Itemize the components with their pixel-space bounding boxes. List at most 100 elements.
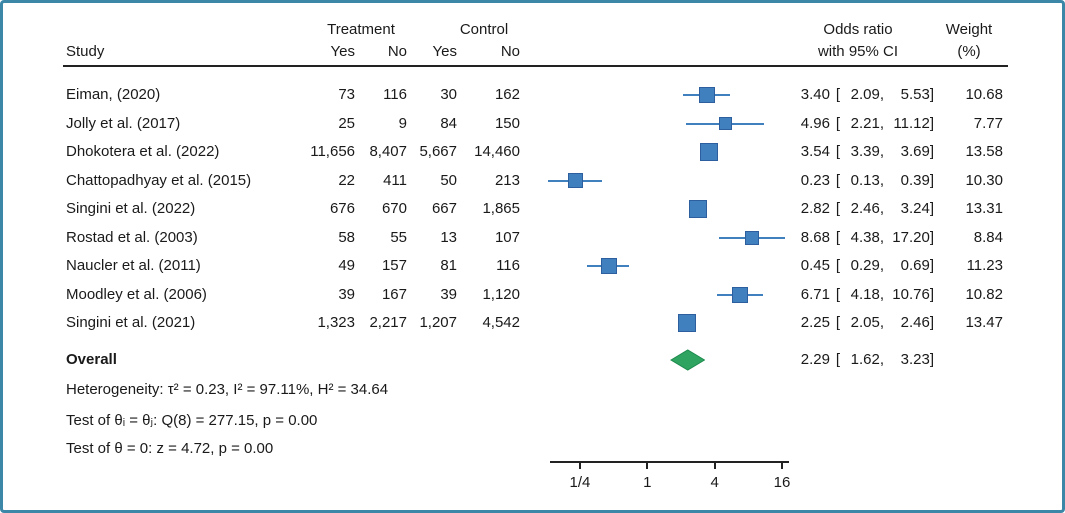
study-name: Singini et al. (2021) xyxy=(66,314,196,331)
treatment-no-value: 55 xyxy=(390,228,407,246)
weight-value: 13.58 xyxy=(965,143,1003,160)
study-row: Jolly et al. (2017) 25 9 84 150 4.96 [2.2… xyxy=(3,110,1062,138)
ci-low-value: 0.29, xyxy=(850,257,884,274)
weight-value: 10.68 xyxy=(965,86,1003,103)
ci-low-value: 4.18, xyxy=(850,285,884,303)
control-yes-value: 667 xyxy=(431,200,457,217)
control-yes-value: 5,667 xyxy=(419,143,457,160)
ci-open-bracket: [ xyxy=(835,171,840,189)
weight-value: 11.23 xyxy=(966,257,1003,274)
homogeneity-test: Test of θᵢ = θⱼ: Q(8) = 277.15, p = 0.00 xyxy=(66,412,318,429)
or-value: 6.71 xyxy=(800,285,830,303)
control-group-header: Control xyxy=(459,21,509,38)
study-row: Singini et al. (2021) 1,323 2,217 1,207 … xyxy=(3,309,1062,337)
study-row: Rostad et al. (2003) 58 55 13 107 8.68 [4… xyxy=(3,224,1062,252)
control-yes-value: 13 xyxy=(440,228,457,246)
study-row: Singini et al. (2022) 676 670 667 1,865 … xyxy=(3,195,1062,223)
header-divider xyxy=(63,65,1008,67)
treatment-group-header: Treatment xyxy=(327,21,395,38)
or-value: 0.23 xyxy=(800,171,830,189)
or-value: 2.82 xyxy=(800,200,830,217)
overall-diamond xyxy=(669,349,706,371)
treatment-no-value: 670 xyxy=(381,200,407,217)
control-no-value: 213 xyxy=(494,171,520,189)
control-no-value: 116 xyxy=(496,257,520,274)
ci-open-bracket: [ xyxy=(835,86,840,103)
weight-value: 10.30 xyxy=(965,171,1003,189)
study-name: Naucler et al. (2011) xyxy=(66,257,201,274)
treatment-no-value: 8,407 xyxy=(369,143,407,160)
treatment-no-header: No xyxy=(387,43,407,60)
axis-tick xyxy=(578,463,581,469)
treatment-yes-header: Yes xyxy=(330,43,355,60)
treatment-yes-value: 1,323 xyxy=(317,314,355,331)
control-no-value: 14,460 xyxy=(474,143,520,160)
or-value: 3.54 xyxy=(800,143,830,160)
overall-or-value: 2.29 xyxy=(800,351,830,368)
overall-label: Overall xyxy=(66,351,117,368)
study-row: Naucler et al. (2011) 49 157 81 116 0.45… xyxy=(3,252,1062,280)
study-name: Chattopadhyay et al. (2015) xyxy=(66,171,252,189)
control-yes-value: 30 xyxy=(440,86,457,103)
overall-ci-low: 1.62, xyxy=(850,351,884,368)
effect-square xyxy=(677,314,696,332)
axis-tick xyxy=(780,463,783,469)
effect-square xyxy=(699,143,718,161)
effect-square xyxy=(600,258,617,274)
or-ci-text: 0.45 [0.29, 0.69] xyxy=(796,257,934,275)
study-name: Eiman, (2020) xyxy=(66,86,161,103)
ci-low-value: 4.38, xyxy=(850,228,884,246)
treatment-no-value: 157 xyxy=(381,257,407,274)
overall-ci-high: 3.23] xyxy=(900,351,934,368)
effect-square xyxy=(718,117,732,130)
ci-open-bracket: [ xyxy=(835,314,840,331)
study-name: Rostad et al. (2003) xyxy=(66,228,198,246)
control-yes-value: 50 xyxy=(440,171,457,189)
study-name: Jolly et al. (2017) xyxy=(66,114,181,132)
ci-low-value: 2.46, xyxy=(850,200,884,217)
treatment-yes-value: 676 xyxy=(329,200,355,217)
heterogeneity-stats: Heterogeneity: τ² = 0.23, I² = 97.11%, H… xyxy=(66,381,389,398)
overall-effect-test: Test of θ = 0: z = 4.72, p = 0.00 xyxy=(66,440,274,457)
ci-open-bracket: [ xyxy=(835,143,840,160)
study-row: Moodley et al. (2006) 39 167 39 1,120 6.… xyxy=(3,281,1062,309)
ci-high-value: 11.12] xyxy=(893,114,934,132)
effect-square xyxy=(568,173,584,188)
control-no-value: 150 xyxy=(494,114,520,132)
axis-tick xyxy=(646,463,649,469)
study-row: Dhokotera et al. (2022) 11,656 8,407 5,6… xyxy=(3,138,1062,166)
weight-value: 13.47 xyxy=(965,314,1003,331)
ci-high-value: 10.76] xyxy=(892,285,934,303)
ci-high-value: 0.39] xyxy=(900,171,934,189)
control-yes-value: 39 xyxy=(440,285,457,303)
overall-or-ci-text: 2.29 [1.62, 3.23] xyxy=(796,351,934,369)
axis-tick-label: 16 xyxy=(773,474,791,491)
weight-value: 13.31 xyxy=(965,200,1003,217)
control-yes-value: 1,207 xyxy=(419,314,457,331)
treatment-yes-value: 22 xyxy=(338,171,355,189)
ci-low-value: 2.05, xyxy=(850,314,884,331)
weight-value: 10.82 xyxy=(965,285,1003,303)
treatment-no-value: 167 xyxy=(381,285,407,303)
weight-header-line1: Weight xyxy=(945,21,993,38)
study-name: Moodley et al. (2006) xyxy=(66,285,207,303)
ci-high-value: 0.69] xyxy=(900,257,934,274)
control-yes-value: 81 xyxy=(440,257,457,274)
overall-row: Overall 2.29 [1.62, 3.23] xyxy=(3,346,1062,374)
ci-high-value: 5.53] xyxy=(900,86,934,103)
control-no-value: 4,542 xyxy=(482,314,520,331)
ci-low-value: 2.21, xyxy=(850,114,884,132)
study-name: Dhokotera et al. (2022) xyxy=(66,143,220,160)
or-ci-text: 6.71 [4.18, 10.76] xyxy=(796,286,934,304)
control-no-header: No xyxy=(500,43,520,60)
ci-open-bracket: [ xyxy=(835,228,840,246)
or-value: 2.25 xyxy=(800,314,830,331)
ci-open-bracket: [ xyxy=(835,114,840,132)
control-no-value: 1,865 xyxy=(482,200,520,217)
ci-open-bracket: [ xyxy=(835,257,840,274)
treatment-yes-value: 58 xyxy=(338,228,355,246)
weight-header-line2: (%) xyxy=(957,43,981,60)
ci-high-value: 17.20] xyxy=(892,228,934,246)
control-no-value: 1,120 xyxy=(482,285,520,303)
